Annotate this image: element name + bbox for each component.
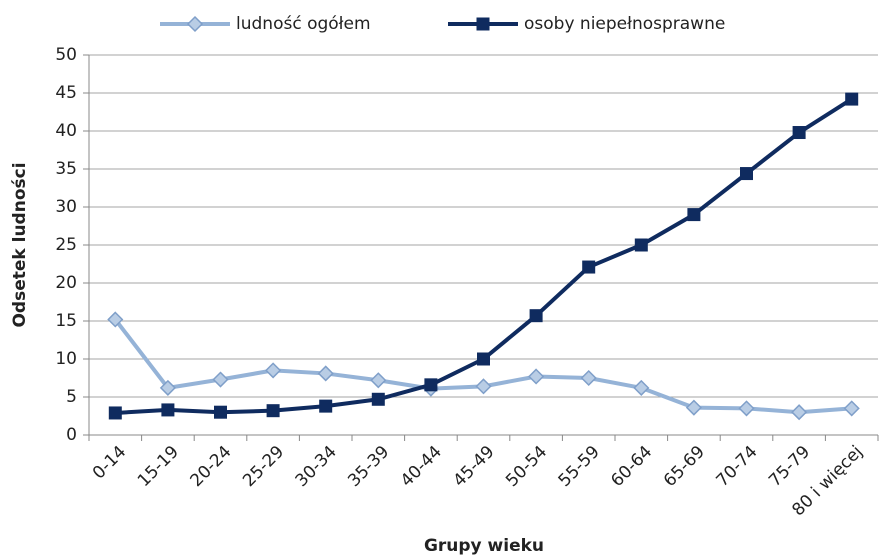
x-tick-label: 30-34 [292, 442, 341, 491]
x-tick-label: 15-19 [134, 442, 183, 491]
x-tick-label: 35-39 [344, 442, 393, 491]
y-tick-label: 35 [55, 159, 77, 179]
y-tick-label: 0 [66, 425, 77, 445]
marker [212, 371, 229, 388]
marker [685, 399, 702, 416]
legend-label: ludność ogółem [236, 14, 371, 34]
marker [791, 404, 808, 421]
y-tick-label: 15 [55, 311, 77, 331]
marker [528, 368, 545, 385]
x-tick-label: 0-14 [89, 442, 130, 483]
x-tick-label: 55-59 [555, 442, 604, 491]
x-axis-title: Grupy wieku [424, 536, 544, 556]
marker [845, 92, 859, 106]
marker [265, 362, 282, 379]
marker [317, 365, 334, 382]
x-tick-label: 40-44 [397, 442, 446, 491]
marker [107, 311, 124, 328]
x-tick-label: 70-74 [712, 442, 761, 491]
marker [633, 379, 650, 396]
marker [580, 369, 597, 387]
y-tick-label: 25 [55, 235, 77, 255]
marker [186, 15, 204, 33]
marker [475, 378, 492, 395]
marker [371, 392, 385, 406]
marker [266, 404, 280, 418]
x-tick-label: 20-24 [186, 442, 235, 491]
marker [477, 352, 490, 366]
y-tick-label: 30 [55, 197, 77, 217]
y-tick-label: 5 [66, 387, 77, 407]
x-tick-label: 60-64 [607, 442, 656, 491]
marker [214, 405, 227, 419]
marker [792, 126, 806, 140]
marker [582, 260, 596, 274]
x-tick-label: 25-29 [239, 442, 288, 491]
marker [738, 400, 755, 417]
y-tick-label: 20 [55, 273, 77, 293]
marker [424, 378, 438, 392]
x-tick-label: 65-69 [660, 442, 709, 491]
series-line [113, 318, 852, 415]
legend-label: osoby niepełnosprawne [524, 14, 725, 34]
y-tick-label: 50 [55, 45, 77, 65]
marker [476, 17, 490, 31]
marker [740, 167, 753, 181]
marker [159, 379, 176, 396]
x-tick-label: 75-79 [765, 442, 814, 491]
marker [370, 372, 387, 389]
y-tick-label: 45 [55, 83, 77, 103]
series-line [115, 97, 853, 415]
x-tick-label: 50-54 [502, 442, 551, 491]
marker [319, 399, 333, 413]
y-axis-title: Odsetek ludności [10, 162, 30, 327]
y-tick-label: 40 [55, 121, 77, 141]
marker [843, 400, 860, 417]
marker [161, 403, 175, 417]
marker [108, 406, 122, 420]
marker [634, 238, 648, 252]
y-tick-label: 10 [55, 349, 77, 369]
marker [687, 208, 701, 222]
x-tick-label: 45-49 [449, 442, 498, 491]
marker [529, 309, 543, 323]
